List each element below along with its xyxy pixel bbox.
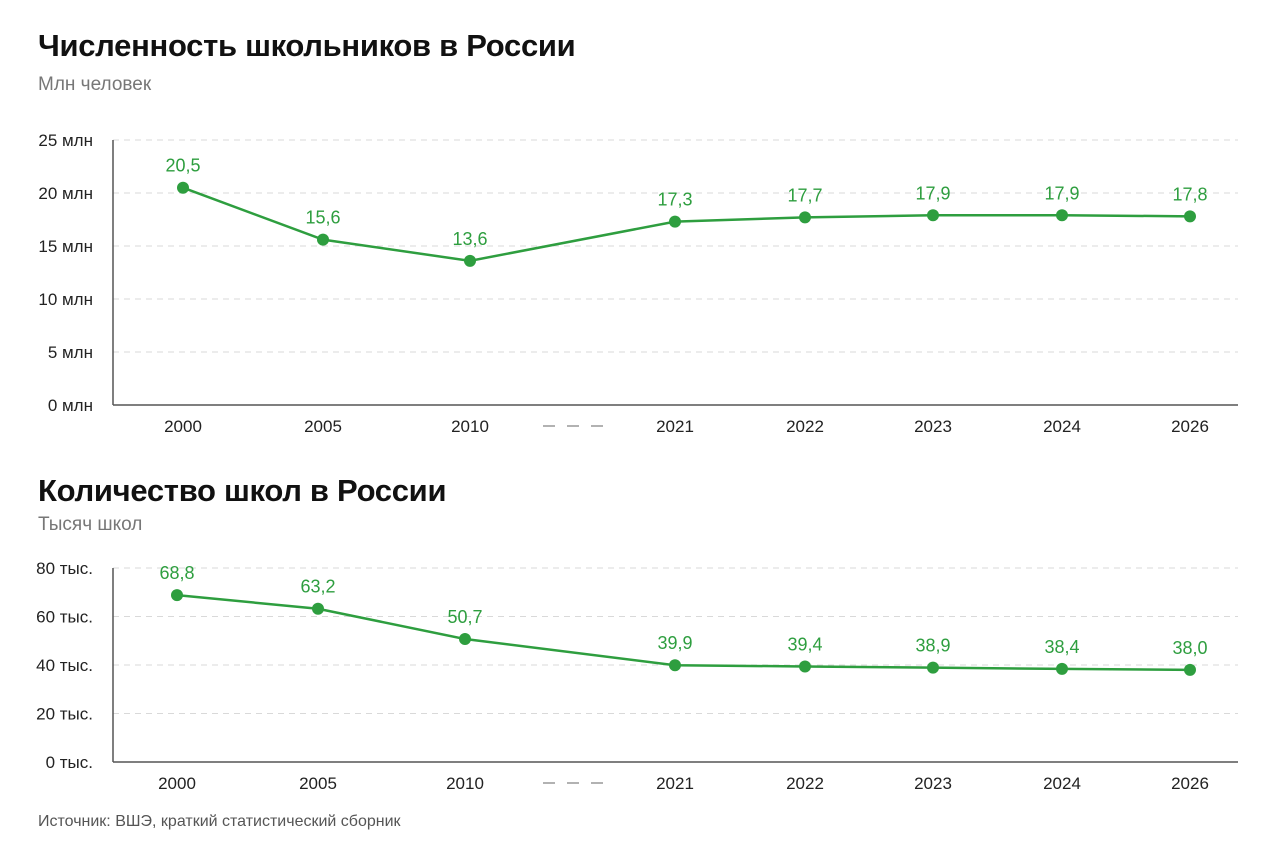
x-tick-label: 2010 — [451, 417, 489, 436]
data-label: 63,2 — [300, 577, 335, 597]
x-tick-label: 2023 — [914, 417, 952, 436]
y-tick-label: 25 млн — [38, 131, 93, 150]
chart-title-schools: Количество школ в России — [38, 473, 447, 508]
data-point — [464, 254, 476, 267]
chart-subtitle-students: Млн человек — [38, 74, 152, 95]
data-label: 17,8 — [1172, 184, 1207, 204]
data-point — [459, 633, 471, 646]
y-tick-label: 60 тыс. — [36, 608, 93, 627]
data-point — [312, 602, 324, 615]
y-tick-label: 20 млн — [38, 184, 93, 203]
x-tick-label: 2023 — [914, 774, 952, 793]
data-label: 38,0 — [1172, 638, 1207, 658]
data-point — [1184, 210, 1196, 223]
data-point — [171, 589, 183, 602]
data-label: 39,4 — [787, 634, 822, 654]
y-tick-label: 0 тыс. — [46, 753, 93, 772]
data-point — [927, 661, 939, 674]
schools-line-chart: 0 тыс. 20 тыс. 40 тыс. 60 тыс. 80 тыс. 2000 20… — [36, 559, 1238, 793]
x-tick-label: 2000 — [164, 417, 202, 436]
chart-title-students: Численность школьников в России — [38, 28, 576, 63]
data-label: 15,6 — [305, 208, 340, 228]
y-tick-label: 5 млн — [48, 343, 93, 362]
series-line — [182, 186, 1191, 263]
data-point — [927, 209, 939, 222]
source-note: Источник: ВШЭ, краткий статистический сб… — [38, 813, 401, 830]
x-tick-label: 2000 — [158, 774, 196, 793]
y-tick-label: 20 тыс. — [36, 705, 93, 724]
data-label: 50,7 — [447, 607, 482, 627]
data-label: 17,7 — [787, 185, 822, 205]
data-point — [1184, 663, 1196, 676]
data-label: 38,4 — [1044, 637, 1079, 657]
chart-subtitle-schools: Тысяч школ — [38, 514, 143, 535]
data-point — [669, 659, 681, 672]
students-line-chart: 0 млн 5 млн 10 млн 15 млн 20 млн 25 млн 2000 20… — [38, 131, 1238, 436]
data-label: 13,6 — [452, 229, 487, 249]
y-tick-label: 15 млн — [38, 237, 93, 256]
data-label: 20,5 — [165, 156, 200, 176]
data-label: 17,9 — [915, 183, 950, 203]
data-point — [177, 181, 189, 194]
data-label: 39,9 — [657, 633, 692, 653]
data-point — [799, 211, 811, 224]
x-tick-label: 2005 — [299, 774, 337, 793]
data-point — [317, 233, 329, 246]
y-tick-label: 10 млн — [38, 290, 93, 309]
data-label: 17,9 — [1044, 183, 1079, 203]
data-point — [1056, 662, 1068, 675]
data-label: 38,9 — [915, 636, 950, 656]
series-line — [176, 593, 1191, 672]
data-label: 68,8 — [159, 563, 194, 583]
data-point — [669, 215, 681, 228]
x-tick-label: 2021 — [656, 774, 694, 793]
data-point — [1056, 209, 1068, 222]
data-label: 17,3 — [657, 190, 692, 210]
x-tick-label: 2010 — [446, 774, 484, 793]
x-tick-label: 2022 — [786, 417, 824, 436]
x-tick-label: 2022 — [786, 774, 824, 793]
x-tick-label: 2021 — [656, 417, 694, 436]
data-point — [799, 660, 811, 673]
y-tick-label: 40 тыс. — [36, 656, 93, 675]
x-tick-label: 2026 — [1171, 774, 1209, 793]
x-tick-label: 2005 — [304, 417, 342, 436]
x-tick-label: 2024 — [1043, 774, 1081, 793]
y-tick-label: 80 тыс. — [36, 559, 93, 578]
x-tick-label: 2024 — [1043, 417, 1081, 436]
x-tick-label: 2026 — [1171, 417, 1209, 436]
y-tick-label: 0 млн — [48, 396, 93, 415]
